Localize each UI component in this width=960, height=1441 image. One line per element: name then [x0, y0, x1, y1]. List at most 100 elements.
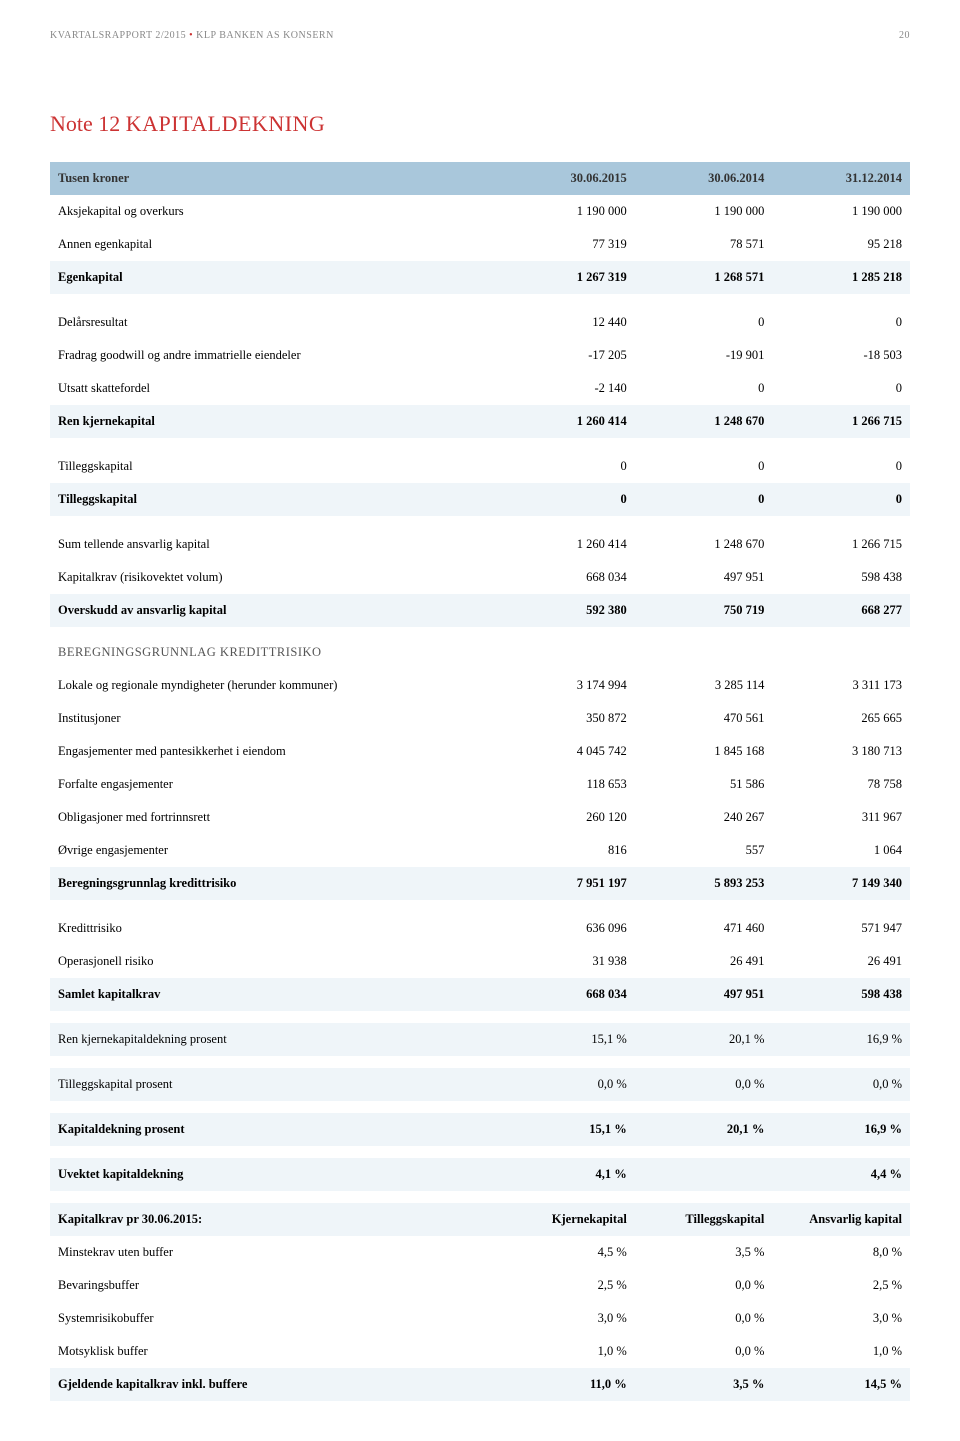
row-value: 0 [772, 483, 910, 516]
row-value: 350 872 [497, 702, 635, 735]
row-value: 265 665 [772, 702, 910, 735]
row-value: -18 503 [772, 339, 910, 372]
table-row: Tilleggskapital000 [50, 483, 910, 516]
table-row: Overskudd av ansvarlig kapital592 380750… [50, 594, 910, 627]
row-value: 0 [497, 450, 635, 483]
row-value: 260 120 [497, 801, 635, 834]
table-row: Aksjekapital og overkurs1 190 0001 190 0… [50, 195, 910, 228]
spacer-cell [50, 1101, 910, 1113]
row-value: 1 260 414 [497, 528, 635, 561]
row-value: 0,0 % [497, 1068, 635, 1101]
row-value: 497 951 [635, 561, 773, 594]
spacer-cell [50, 1011, 910, 1023]
row-value: 3,0 % [497, 1302, 635, 1335]
row-value: 3 174 994 [497, 669, 635, 702]
row-value: Tilleggskapital [635, 1203, 773, 1236]
note-prefix: Note 12 [50, 111, 120, 136]
row-value: 51 586 [635, 768, 773, 801]
row-label: Beregningsgrunnlag kredittrisiko [50, 867, 497, 900]
row-value: -19 901 [635, 339, 773, 372]
row-value: 311 967 [772, 801, 910, 834]
row-label: BEREGNINGSGRUNNLAG KREDITTRISIKO [50, 627, 910, 669]
row-value [635, 1158, 773, 1191]
row-value: 15,1 % [497, 1113, 635, 1146]
row-value: 77 319 [497, 228, 635, 261]
row-label: Annen egenkapital [50, 228, 497, 261]
row-label: Kapitalkrav pr 30.06.2015: [50, 1203, 497, 1236]
row-value: 7 951 197 [497, 867, 635, 900]
row-value: 0,0 % [772, 1068, 910, 1101]
row-label: Lokale og regionale myndigheter (herunde… [50, 669, 497, 702]
row-label: Fradrag goodwill og andre immatrielle ei… [50, 339, 497, 372]
row-label: Bevaringsbuffer [50, 1269, 497, 1302]
row-label: Engasjementer med pantesikkerhet i eiend… [50, 735, 497, 768]
spacer-cell [50, 1146, 910, 1158]
row-value: 0 [635, 306, 773, 339]
row-value: 118 653 [497, 768, 635, 801]
row-value: 0,0 % [635, 1302, 773, 1335]
table-row: Operasjonell risiko31 93826 49126 491 [50, 945, 910, 978]
table-row: Ren kjernekapitaldekning prosent15,1 %20… [50, 1023, 910, 1056]
row-value: 31 938 [497, 945, 635, 978]
row-label: Samlet kapitalkrav [50, 978, 497, 1011]
row-value: 1 190 000 [772, 195, 910, 228]
col-header: Tusen kroner [50, 162, 497, 195]
row-value: 0 [772, 372, 910, 405]
col-header: 31.12.2014 [772, 162, 910, 195]
page-number: 20 [899, 30, 910, 41]
row-value: 8,0 % [772, 1236, 910, 1269]
row-label: Tilleggskapital [50, 450, 497, 483]
spacer-cell [50, 1191, 910, 1203]
row-value: 470 561 [635, 702, 773, 735]
table-row: Minstekrav uten buffer4,5 %3,5 %8,0 % [50, 1236, 910, 1269]
data-table: Tusen kroner 30.06.2015 30.06.2014 31.12… [50, 162, 910, 1401]
row-value: 1 845 168 [635, 735, 773, 768]
row-label: Utsatt skattefordel [50, 372, 497, 405]
table-header-row: Tusen kroner 30.06.2015 30.06.2014 31.12… [50, 162, 910, 195]
table-row [50, 1011, 910, 1023]
table-row: Bevaringsbuffer2,5 %0,0 %2,5 % [50, 1269, 910, 1302]
row-value: 3,5 % [635, 1368, 773, 1401]
row-value: 557 [635, 834, 773, 867]
table-row [50, 1056, 910, 1068]
note-title: Note 12 KAPITALDEKNING [50, 111, 910, 137]
row-value: 0,0 % [635, 1269, 773, 1302]
row-label: Operasjonell risiko [50, 945, 497, 978]
row-value: 1 266 715 [772, 528, 910, 561]
row-value: 3,5 % [635, 1236, 773, 1269]
table-row [50, 438, 910, 450]
row-label: Aksjekapital og overkurs [50, 195, 497, 228]
table-row: Kredittrisiko636 096471 460571 947 [50, 912, 910, 945]
page-header: KVARTALSRAPPORT 2/2015 • KLP BANKEN AS K… [50, 30, 910, 41]
table-row: Egenkapital1 267 3191 268 5711 285 218 [50, 261, 910, 294]
row-value: 668 277 [772, 594, 910, 627]
row-value: 12 440 [497, 306, 635, 339]
row-label: Ren kjernekapitaldekning prosent [50, 1023, 497, 1056]
table-row: Kapitaldekning prosent15,1 %20,1 %16,9 % [50, 1113, 910, 1146]
row-label: Uvektet kapitaldekning [50, 1158, 497, 1191]
row-value: 26 491 [772, 945, 910, 978]
row-value: 5 893 253 [635, 867, 773, 900]
header-left-a: KVARTALSRAPPORT 2/2015 [50, 30, 186, 41]
table-row: Tilleggskapital000 [50, 450, 910, 483]
row-value: 598 438 [772, 561, 910, 594]
row-value: 1 260 414 [497, 405, 635, 438]
row-value: 0 [772, 450, 910, 483]
row-label: Institusjoner [50, 702, 497, 735]
row-label: Tilleggskapital prosent [50, 1068, 497, 1101]
row-value: 1 190 000 [497, 195, 635, 228]
row-value: 78 571 [635, 228, 773, 261]
row-value: 592 380 [497, 594, 635, 627]
row-label: Obligasjoner med fortrinnsrett [50, 801, 497, 834]
table-row [50, 1191, 910, 1203]
row-value: 20,1 % [635, 1113, 773, 1146]
row-value: 750 719 [635, 594, 773, 627]
row-value: 0 [635, 372, 773, 405]
table-row [50, 900, 910, 912]
row-value: 3,0 % [772, 1302, 910, 1335]
col-header: 30.06.2014 [635, 162, 773, 195]
row-value: 471 460 [635, 912, 773, 945]
row-value: Kjernekapital [497, 1203, 635, 1236]
table-row [50, 294, 910, 306]
row-value: 4 045 742 [497, 735, 635, 768]
